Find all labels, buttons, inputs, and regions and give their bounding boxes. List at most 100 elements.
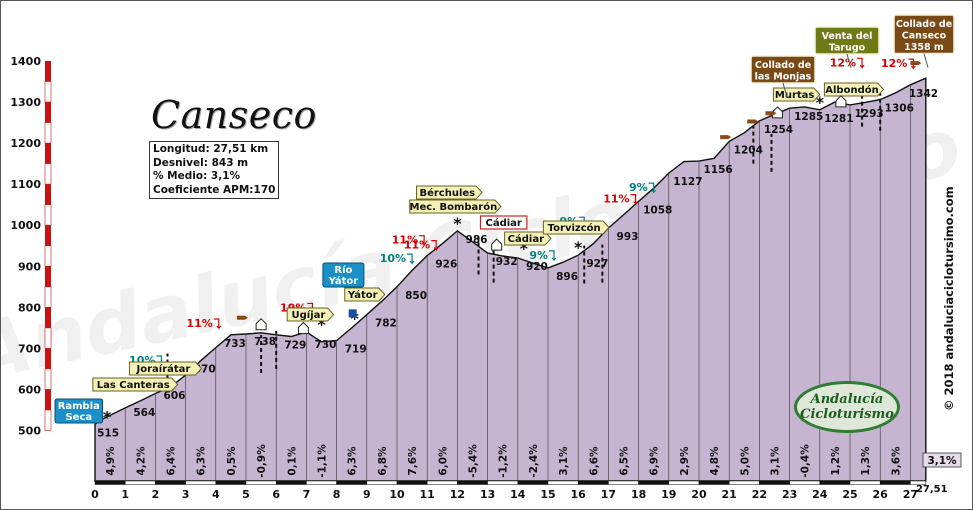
ramp-label: 11% xyxy=(392,234,418,247)
x-end-label: 27,51 xyxy=(916,484,948,495)
segment-gradient: -1,1% xyxy=(317,444,329,478)
spot-height: 1058 xyxy=(643,204,672,216)
stat-avg: % Medio: 3,1% xyxy=(153,170,241,183)
spot-height: 920 xyxy=(526,261,548,273)
x-tick-label: 26 xyxy=(873,488,889,501)
x-tick-label: 7 xyxy=(303,488,311,501)
village-icon xyxy=(255,318,267,331)
km-bar-block xyxy=(668,480,700,485)
km-bar-block xyxy=(849,480,881,485)
ramp-label: 12% xyxy=(830,56,856,69)
km-bar-block xyxy=(275,480,307,485)
credit-text: © 2018 andaluciaciclotursimo.com xyxy=(942,186,956,411)
x-tick-label: 14 xyxy=(510,488,526,501)
y-tick-label: 1200 xyxy=(10,137,41,150)
spot-height: 927 xyxy=(586,258,608,270)
spot-height: 719 xyxy=(345,344,367,356)
segment-gradient: -5,4% xyxy=(468,444,480,478)
spot-height: 850 xyxy=(405,290,427,302)
ramp-label: 10% xyxy=(380,252,406,265)
logo-line1: Andalucía xyxy=(810,392,884,407)
scale-block-light-2 xyxy=(44,327,52,349)
spot-height: 729 xyxy=(284,339,306,351)
summit-sign-label: Canseco xyxy=(902,31,947,42)
x-tick-label: 1 xyxy=(121,488,129,501)
ramp-label: 11% xyxy=(404,239,430,252)
spot-height: 564 xyxy=(133,407,155,419)
y-tick-label: 500 xyxy=(18,425,41,438)
km-bar-block xyxy=(517,480,549,485)
summit-sign-label: Venta del xyxy=(822,31,873,42)
segment-gradient: 3,1% xyxy=(770,446,782,476)
spot-height: 738 xyxy=(254,336,276,348)
segment-gradient: -0,4% xyxy=(800,444,812,478)
km-bar-block xyxy=(124,480,156,485)
x-tick-label: 25 xyxy=(842,488,857,501)
place-label: Cádiar xyxy=(486,217,522,229)
segment-gradient: 6,8% xyxy=(377,446,389,476)
x-tick-label: 19 xyxy=(661,488,676,501)
scale-block-light-5 xyxy=(44,204,52,226)
segment-gradient: -2,4% xyxy=(528,444,540,478)
spot-height: 986 xyxy=(466,234,488,246)
x-tick-label: 15 xyxy=(540,488,555,501)
km-bar-block xyxy=(457,480,488,485)
page-title: Canseco xyxy=(151,93,317,137)
summit-sign-pointer xyxy=(846,53,852,69)
x-tick-label: 27 xyxy=(903,488,918,501)
segment-gradient: 4,2% xyxy=(135,446,147,476)
village-icon xyxy=(491,238,503,251)
summit-sign-label: Tarugo xyxy=(829,43,866,54)
x-tick-label: 16 xyxy=(571,488,587,501)
spot-height: 1156 xyxy=(703,164,732,176)
y-tick-label: 900 xyxy=(18,260,41,273)
y-tick-label: 700 xyxy=(18,342,41,355)
km-bar-block xyxy=(245,480,277,485)
segment-gradient: 4,8% xyxy=(709,446,721,476)
ramp-arrow xyxy=(630,194,638,206)
segment-gradient: 3,1% xyxy=(558,446,570,476)
bridge-icon xyxy=(348,309,357,318)
km-bar-block xyxy=(638,480,670,485)
place-sign xyxy=(504,231,552,246)
segment-gradient: 3,6% xyxy=(890,446,902,476)
km-bar-block xyxy=(547,480,579,485)
summit-sign-label: Collado de xyxy=(755,60,811,71)
place-sign xyxy=(322,262,365,288)
km-bar-block xyxy=(366,480,398,485)
place-label: Joraírátar xyxy=(136,363,191,375)
summit-sign-pointer xyxy=(782,82,788,98)
scale-block-2 xyxy=(45,307,51,328)
place-label: Albondón xyxy=(825,84,878,96)
x-tick-label: 13 xyxy=(480,488,495,501)
place-label: Torvizcón xyxy=(548,222,601,234)
x-tick-label: 24 xyxy=(812,488,828,501)
place-sign xyxy=(409,199,502,214)
y-tick-label: 600 xyxy=(18,383,41,396)
km-bar-block xyxy=(698,480,730,485)
y-tick-label: 1300 xyxy=(10,96,41,109)
spot-height: 1285 xyxy=(794,111,823,123)
ramp-arrow xyxy=(857,57,865,69)
place-label: Cádiar xyxy=(508,233,544,245)
place-sign xyxy=(542,220,610,235)
x-tick-label: 21 xyxy=(722,488,737,501)
ramp-arrow xyxy=(648,182,657,194)
x-tick-label: 9 xyxy=(363,488,371,501)
segment-gradient: 4,9% xyxy=(105,446,117,476)
segment-gradient: 6,9% xyxy=(649,446,661,476)
x-tick-label: 17 xyxy=(601,488,616,501)
segment-gradient: 0,5% xyxy=(226,446,238,476)
place-label: Ugíjar xyxy=(291,309,325,321)
km-bar-block xyxy=(819,480,851,485)
km-bar-block xyxy=(94,480,126,485)
summit-sign-label: Collado de xyxy=(896,19,952,30)
segment-gradient: 6,4% xyxy=(166,446,178,476)
km-bar-block xyxy=(577,480,609,485)
x-tick-label: 8 xyxy=(333,488,341,501)
scale-block-light-8 xyxy=(44,81,52,103)
stat-gain: Desnivel: 843 m xyxy=(153,156,249,169)
segment-gradient: 6,6% xyxy=(588,446,600,476)
